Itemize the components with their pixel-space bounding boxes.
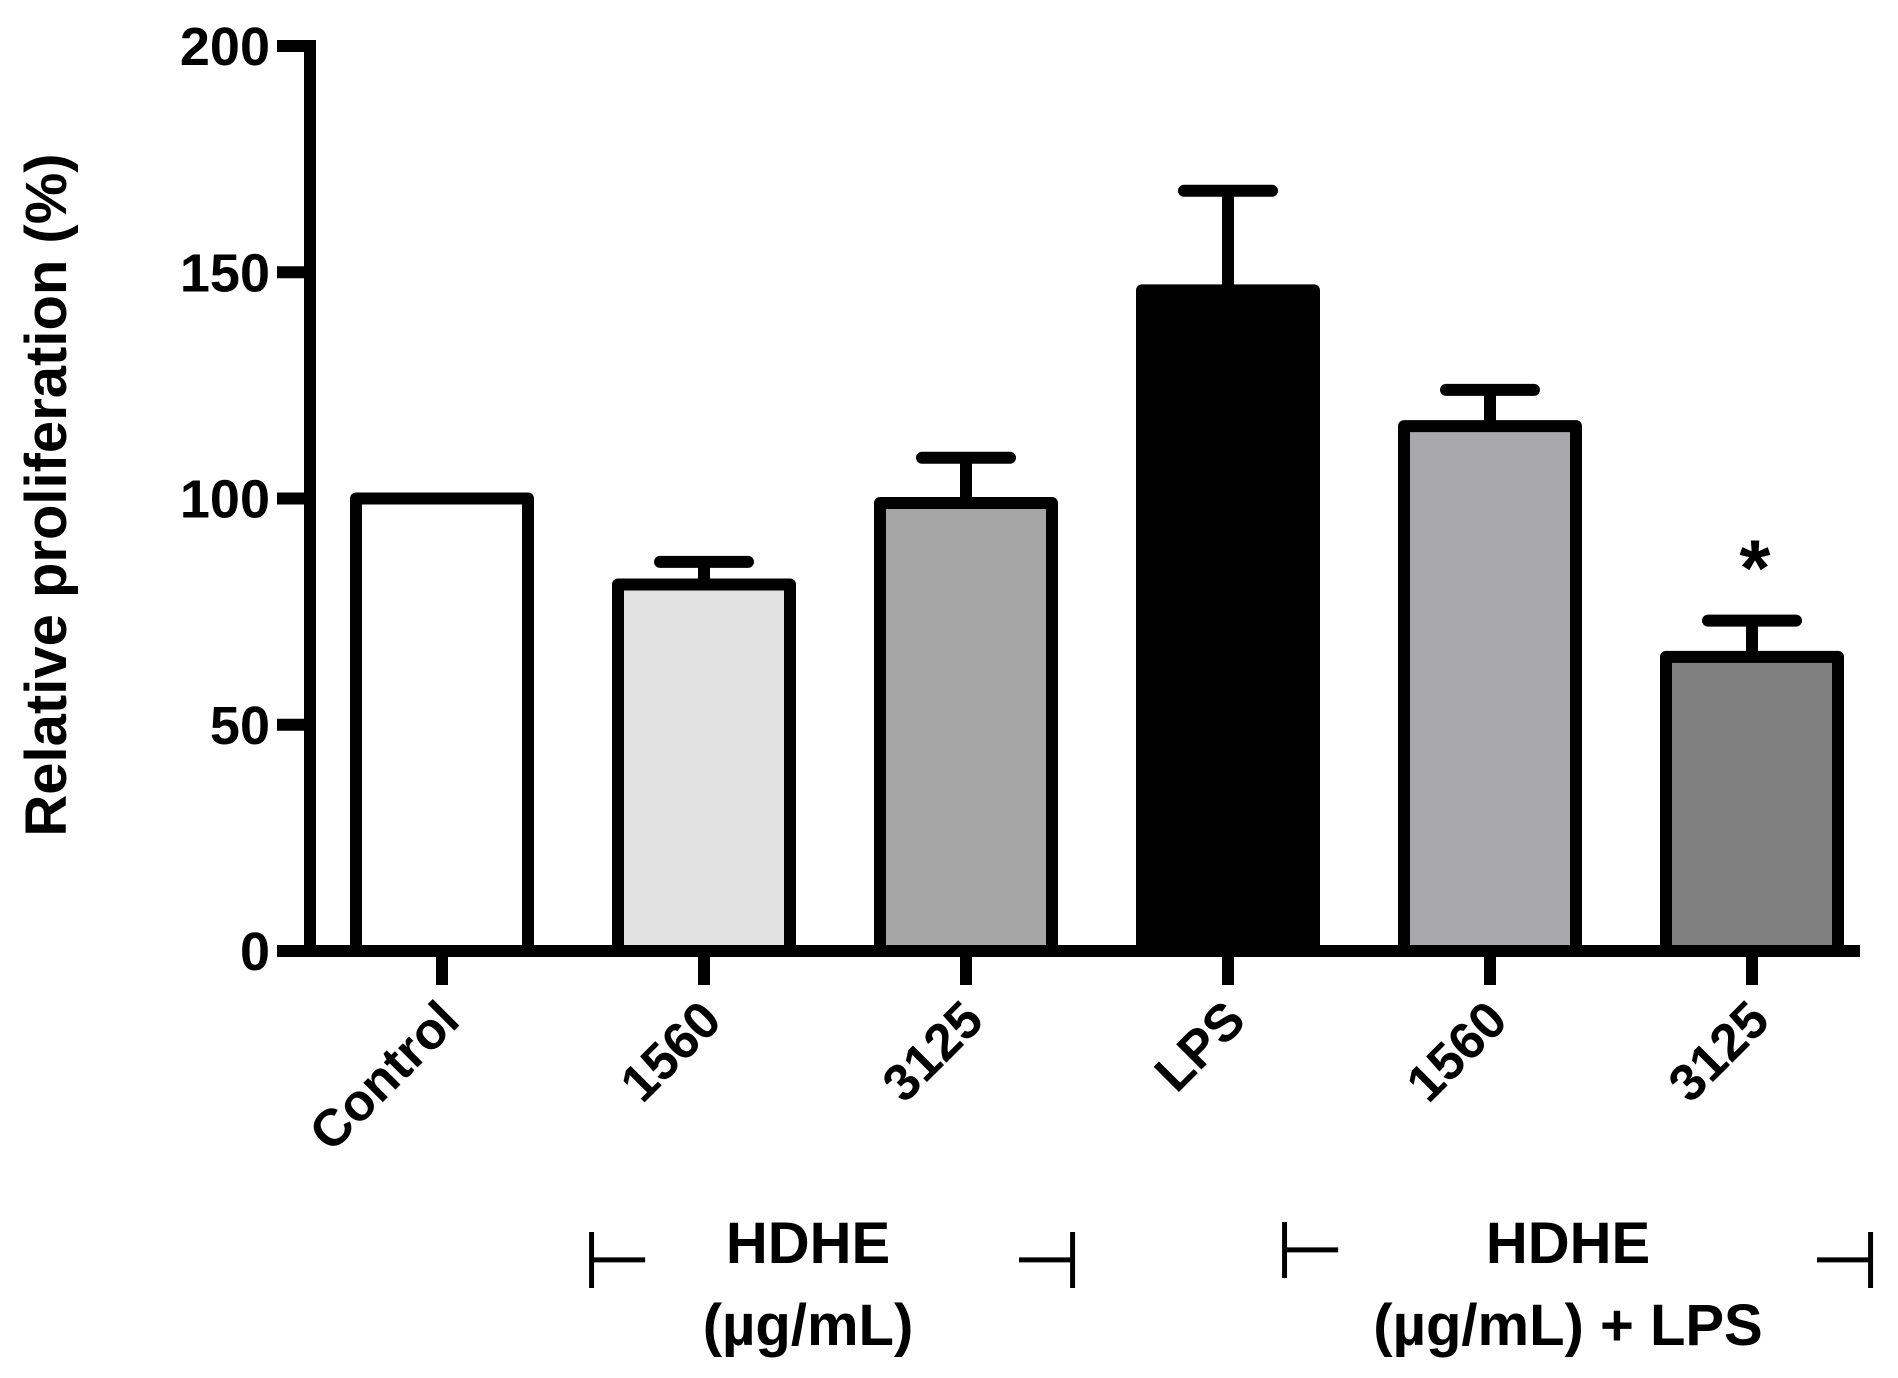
group-1-right-bracket: ⊣ <box>1012 1214 1082 1307</box>
bars: * <box>350 184 1844 958</box>
significance-marker-0: * <box>1739 524 1771 613</box>
bar-3-lps <box>1136 284 1320 958</box>
x-tick-label-0: Control <box>299 990 471 1162</box>
group-2-label-line2: (µg/mL) + LPS <box>1373 1293 1763 1358</box>
y-tick-label-200: 200 <box>180 17 270 77</box>
group-1-label-line1: HDHE <box>726 1211 890 1276</box>
group-1-label-line2: (µg/mL) <box>703 1293 914 1358</box>
y-axis: 0 50 100 150 200 <box>180 17 316 982</box>
x-tick-label-5: 3125 <box>1658 990 1781 1113</box>
y-tick-label-50: 50 <box>210 696 270 756</box>
bar-4-1560 <box>1398 420 1582 958</box>
x-axis: Control 1560 3125 LPS 1560 3125 <box>277 945 1860 1162</box>
bar-1-1560 <box>612 578 796 957</box>
bar-2-3125 <box>874 497 1058 957</box>
bar-5-3125 <box>1660 650 1844 957</box>
x-tick-label-3: LPS <box>1144 990 1257 1103</box>
y-axis-label: Relative proliferation (%) <box>14 153 79 836</box>
group-2-right-bracket: ⊣ <box>1810 1214 1880 1307</box>
group-annotation-hdhe: ⊢ HDHE (µg/mL) ⊣ <box>582 1211 1082 1358</box>
group-1-left-bracket: ⊢ <box>582 1214 652 1307</box>
group-2-left-bracket: ⊢ <box>1275 1204 1345 1297</box>
y-tick-label-0: 0 <box>240 922 270 982</box>
x-tick-label-2: 3125 <box>872 990 995 1113</box>
x-tick-label-4: 1560 <box>1396 990 1519 1113</box>
y-tick-label-100: 100 <box>180 470 270 530</box>
group-annotation-hdhe-lps: ⊢ HDHE (µg/mL) + LPS ⊣ <box>1275 1204 1880 1358</box>
y-tick-label-150: 150 <box>180 243 270 303</box>
group-2-label-line1: HDHE <box>1486 1211 1650 1276</box>
x-tick-label-1: 1560 <box>610 990 733 1113</box>
bar-0-control <box>350 492 534 957</box>
